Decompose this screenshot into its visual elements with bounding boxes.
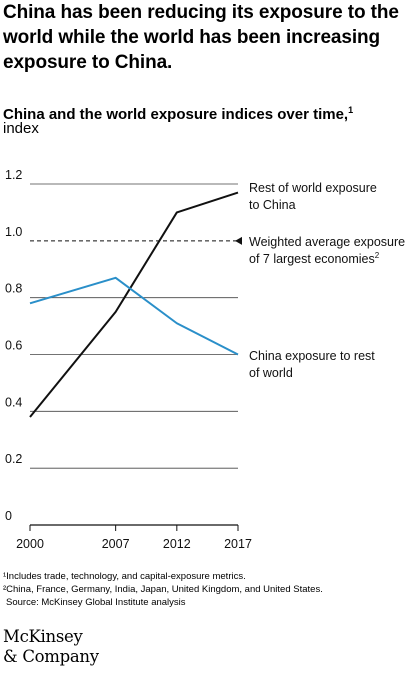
line-chart: 1.2 1.0 0.8 0.6 0.4 0.2 0 2000 2007 2012 2017 Res… [5, 168, 405, 551]
series-label-rest-of-world: Rest of world exposure [249, 181, 377, 195]
series-label-china: of world [249, 366, 293, 380]
headline: China has been reducing its exposure to … [3, 2, 399, 73]
x-tick-label: 2000 [16, 537, 44, 551]
chart-title: China and the world exposure indices ove… [3, 101, 353, 124]
logo-line-2: & Company [3, 647, 99, 666]
series-label-china: China exposure to rest [249, 349, 375, 363]
y-tick-label: 1.0 [5, 225, 22, 239]
gridlines [30, 183, 242, 526]
chart-unit: index [3, 120, 39, 137]
series-labels: Rest of world exposure to China Weighted a… [249, 181, 405, 380]
y-tick-label: 0.2 [5, 452, 22, 466]
y-tick-label: 0.8 [5, 282, 22, 296]
source-note: Source: McKinsey Global Institute analys… [6, 597, 186, 608]
reference-line-marker [235, 236, 242, 245]
footnote-2: ²China, France, Germany, India, Japan, U… [3, 584, 323, 595]
x-tick-labels: 2000 2007 2012 2017 [16, 525, 252, 551]
reference-line-label: of 7 largest economies2 [249, 251, 380, 266]
footnote-1: ¹Includes trade, technology, and capital… [3, 571, 246, 582]
x-tick-label: 2017 [224, 537, 252, 551]
y-tick-labels: 1.2 1.0 0.8 0.6 0.4 0.2 0 [5, 168, 22, 523]
x-tick-label: 2012 [163, 537, 191, 551]
y-tick-label: 0.4 [5, 395, 22, 409]
series-line [29, 191, 239, 418]
reference-line-label-footnote-marker: 2 [375, 251, 380, 260]
logo-line-1: McKinsey [3, 627, 83, 646]
series-lines [29, 191, 239, 418]
y-tick-label: 0.6 [5, 339, 22, 353]
chart-title-footnote-marker: 1 [348, 105, 354, 115]
mckinsey-logo: McKinsey & Company [3, 627, 99, 667]
series-label-rest-of-world: to China [249, 198, 296, 212]
x-tick-label: 2007 [102, 537, 130, 551]
chart-title-text: China and the world exposure indices ove… [3, 106, 349, 123]
y-tick-label: 1.2 [5, 168, 22, 182]
series-line [29, 276, 239, 356]
y-tick-label: 0 [5, 509, 12, 523]
footnotes: ¹Includes trade, technology, and capital… [3, 570, 413, 609]
reference-line-label: Weighted average exposure [249, 235, 405, 249]
